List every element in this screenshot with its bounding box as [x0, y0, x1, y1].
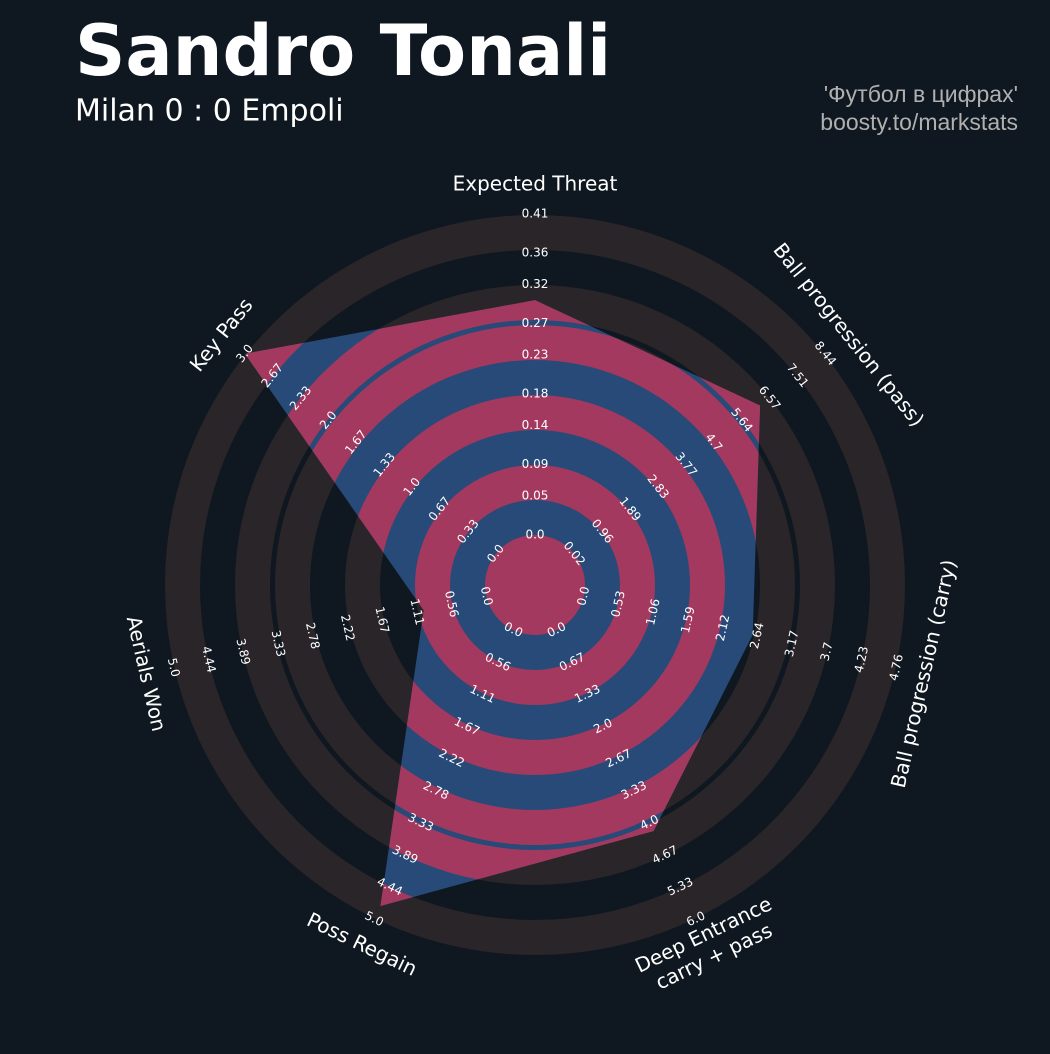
tick-label: 2.22 — [338, 613, 358, 642]
tick-label: 0.14 — [522, 418, 549, 432]
tick-label: 3.7 — [818, 641, 836, 663]
tick-label: 0.23 — [522, 347, 549, 361]
tick-label: 1.06 — [643, 597, 663, 626]
tick-label: 3.33 — [269, 629, 289, 658]
tick-label: 0.0 — [478, 585, 496, 607]
rings-inside — [244, 300, 761, 907]
tick-label: 0.0 — [525, 528, 544, 542]
tick-label: 3.89 — [233, 637, 253, 666]
credit: boosty.to/markstats — [820, 109, 1018, 135]
tick-label: 2.64 — [747, 621, 767, 650]
tick-label: 0.0 — [574, 585, 592, 607]
tick-label: 0.27 — [522, 316, 549, 330]
tick-label: 0.41 — [522, 207, 549, 221]
tick-label: 4.76 — [886, 653, 906, 682]
tick-label: 0.53 — [608, 589, 628, 618]
tick-label: 0.09 — [522, 457, 549, 471]
tick-label: 4.23 — [852, 645, 872, 674]
ring — [485, 535, 585, 635]
tick-label: 2.78 — [303, 621, 323, 650]
tick-label: 1.11 — [407, 597, 427, 626]
chart-subtitle: Milan 0 : 0 Empoli — [75, 94, 344, 129]
credit: 'Футбол в цифрах' — [824, 81, 1018, 107]
tick-label: 0.56 — [442, 589, 462, 618]
tick-label: 1.59 — [678, 605, 698, 634]
tick-label: 1.67 — [372, 605, 392, 634]
tick-label: 0.32 — [522, 277, 549, 291]
tick-label: 0.36 — [522, 246, 549, 260]
tick-label: 4.44 — [199, 645, 219, 674]
axis-label: Expected Threat — [453, 172, 618, 196]
chart-title: Sandro Tonali — [75, 10, 611, 92]
tick-label: 3.17 — [782, 629, 802, 658]
tick-label: 5.0 — [165, 657, 183, 679]
tick-label: 2.12 — [713, 613, 733, 642]
tick-label: 0.18 — [522, 387, 549, 401]
tick-label: 0.05 — [522, 488, 549, 502]
